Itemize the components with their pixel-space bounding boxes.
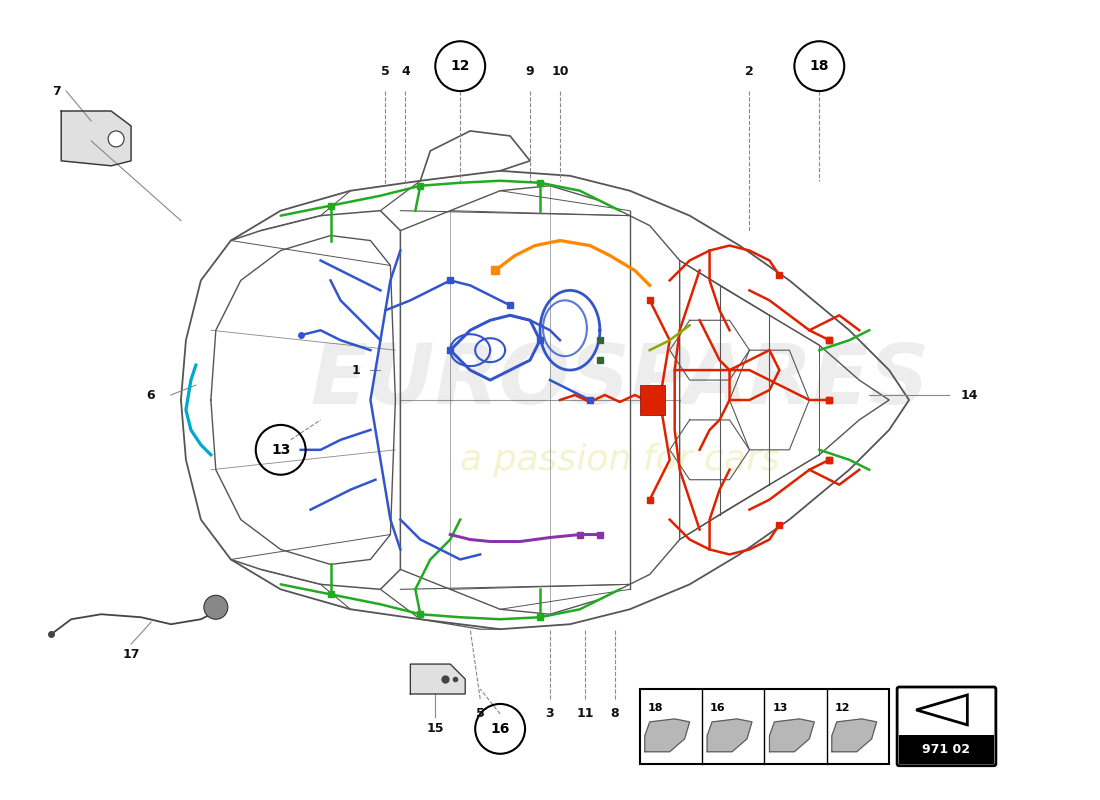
Polygon shape [916, 695, 967, 725]
Text: 12: 12 [451, 59, 470, 73]
Circle shape [204, 595, 228, 619]
Text: 5: 5 [381, 65, 389, 78]
Polygon shape [410, 664, 465, 694]
Text: 2: 2 [745, 65, 754, 78]
Text: 5: 5 [476, 707, 485, 721]
Text: 16: 16 [491, 722, 509, 736]
Text: 12: 12 [835, 702, 850, 713]
Text: 9: 9 [526, 65, 535, 78]
Circle shape [108, 131, 124, 147]
Text: 17: 17 [122, 648, 140, 661]
Text: 7: 7 [52, 85, 60, 98]
Text: 18: 18 [648, 702, 663, 713]
Text: 11: 11 [576, 707, 594, 721]
Text: 14: 14 [960, 389, 978, 402]
Text: 3: 3 [546, 707, 554, 721]
Text: 13: 13 [772, 702, 788, 713]
Bar [899, 735, 994, 764]
Text: 971 02: 971 02 [923, 743, 970, 756]
Text: 13: 13 [271, 443, 290, 457]
Text: 18: 18 [810, 59, 829, 73]
Text: 4: 4 [402, 65, 409, 78]
Text: 15: 15 [427, 722, 444, 735]
Text: 8: 8 [610, 707, 619, 721]
FancyBboxPatch shape [898, 687, 996, 766]
Text: 6: 6 [146, 389, 155, 402]
Polygon shape [62, 111, 131, 166]
Bar [640, 385, 664, 415]
FancyBboxPatch shape [640, 689, 889, 764]
Text: EUROSPARES: EUROSPARES [310, 339, 930, 421]
Text: 10: 10 [551, 65, 569, 78]
Text: a passion for cars: a passion for cars [460, 442, 780, 477]
Text: 1: 1 [351, 364, 360, 377]
Polygon shape [645, 719, 690, 752]
Polygon shape [707, 719, 752, 752]
Polygon shape [832, 719, 877, 752]
Polygon shape [769, 719, 814, 752]
Text: 16: 16 [711, 702, 726, 713]
